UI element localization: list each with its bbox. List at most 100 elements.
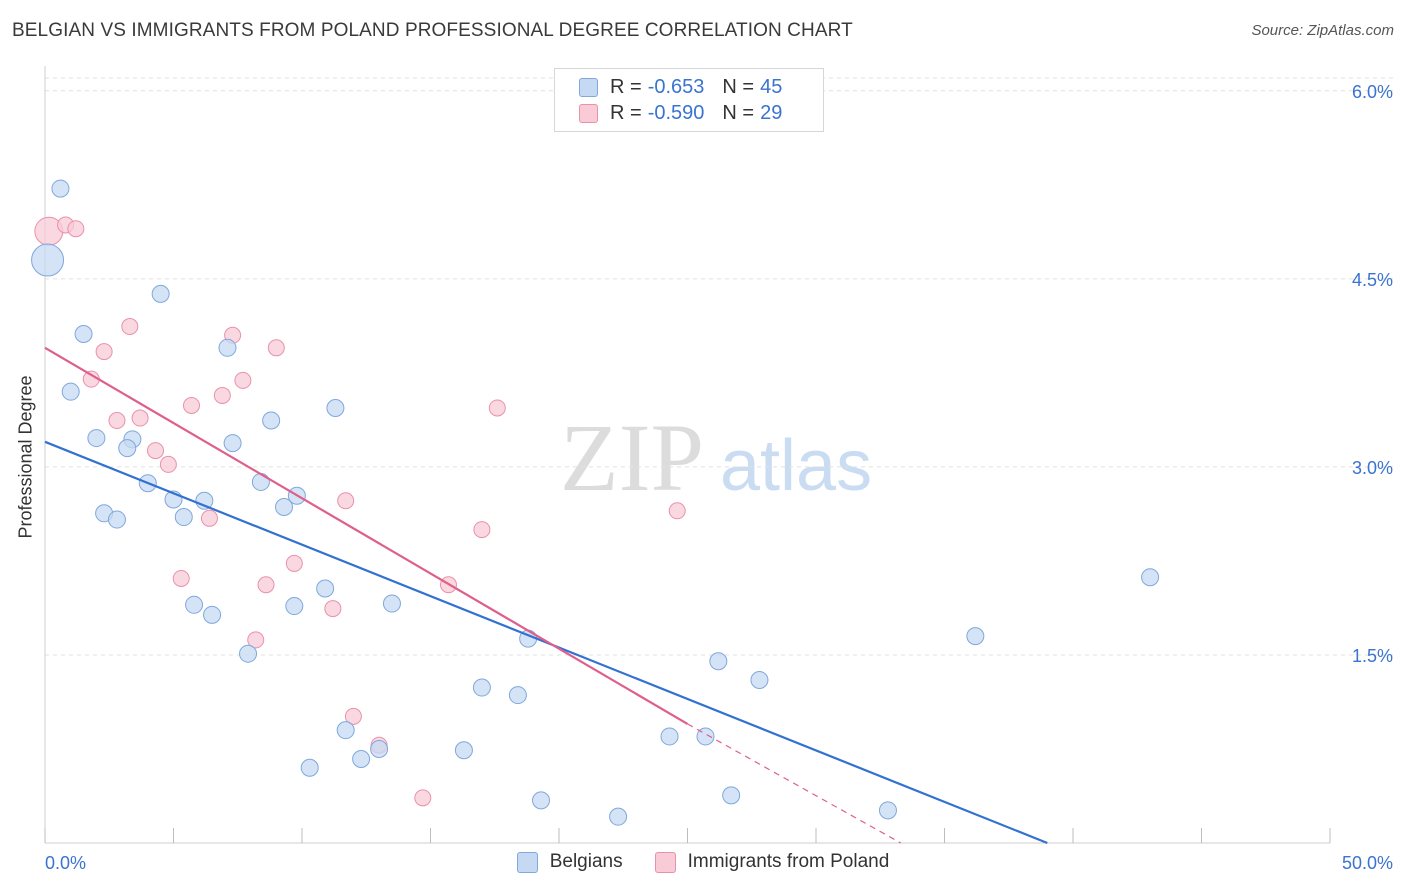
belgians-point <box>472 678 491 697</box>
series-legend: Belgians Immigrants from Poland <box>0 851 1406 873</box>
belgians-point <box>174 508 193 527</box>
belgians-point <box>87 429 106 448</box>
poland-point <box>668 502 686 520</box>
legend-row-poland: R = -0.590 N = 29 <box>579 100 782 126</box>
belgians-point <box>74 325 93 344</box>
poland-point <box>200 509 218 527</box>
legend-label-poland: Immigrants from Poland <box>687 851 890 872</box>
chart-title: BELGIAN VS IMMIGRANTS FROM POLAND PROFES… <box>12 20 853 41</box>
poland-point <box>344 707 362 725</box>
legend-n-value: 45 <box>760 75 783 98</box>
x-tick-label: 0.0% <box>45 853 86 873</box>
legend-r-value: -0.590 <box>647 101 705 124</box>
y-tick-label: 4.5% <box>1352 270 1393 290</box>
y-tick-labels: 1.5% 3.0% 4.5% 6.0% <box>1352 82 1393 666</box>
poland-point <box>257 576 275 594</box>
belgians-point <box>239 644 258 663</box>
poland-point <box>131 409 149 427</box>
belgians-point <box>336 721 355 740</box>
poland-point <box>285 554 303 572</box>
x-tick-label: 50.0% <box>1342 853 1393 873</box>
poland-point <box>108 412 126 430</box>
poland-point <box>324 600 342 618</box>
belgians-point <box>878 801 897 820</box>
trend-lines <box>44 346 1048 845</box>
poland-point <box>95 343 113 361</box>
belgians-point <box>218 338 237 357</box>
belgians-point <box>61 382 80 401</box>
poland-point <box>159 455 177 473</box>
belgians-point <box>1141 568 1160 587</box>
belgians-point <box>285 597 304 616</box>
x-tick-labels: 0.0% 50.0% <box>45 853 1393 873</box>
belgians-point <box>352 750 371 769</box>
legend-n-label: N = <box>722 101 755 124</box>
belgians-point <box>508 686 527 705</box>
belgians-point <box>223 434 242 453</box>
belgians-swatch <box>579 77 598 97</box>
belgians-point <box>203 605 222 624</box>
series-belgians <box>31 179 1160 826</box>
belgians-point <box>107 510 126 529</box>
legend-item-belgians: Belgians <box>516 851 623 873</box>
belgians-point <box>454 741 473 760</box>
belgians-point <box>722 786 741 805</box>
belgians-point <box>326 398 345 417</box>
belgians-legend-swatch <box>516 851 538 873</box>
y-tick-label: 6.0% <box>1352 82 1393 102</box>
legend-row-belgians: R = -0.653 N = 45 <box>579 74 782 100</box>
belgians-point <box>966 627 985 646</box>
y-tick-label: 3.0% <box>1352 458 1393 478</box>
belgians-point <box>300 758 319 777</box>
poland-point <box>337 492 355 510</box>
legend-r-label: R = <box>610 75 642 98</box>
belgians-point <box>262 411 281 430</box>
poland-point <box>267 339 285 357</box>
belgians-point <box>31 243 65 277</box>
y-tick-label: 1.5% <box>1352 646 1393 666</box>
legend-n-value: 29 <box>760 101 783 124</box>
legend-item-poland: Immigrants from Poland <box>654 851 890 873</box>
poland-trend-extension <box>687 723 902 844</box>
watermark-atlas: atlas <box>720 426 872 506</box>
belgians-point <box>151 284 170 303</box>
belgians-point <box>660 727 679 746</box>
gridlines <box>45 77 1395 656</box>
belgians-point <box>709 652 728 671</box>
legend-label-belgians: Belgians <box>549 851 623 872</box>
poland-point <box>488 399 506 417</box>
belgians-point <box>382 594 401 613</box>
poland-trend-line <box>44 346 689 725</box>
belgians-point <box>118 439 137 458</box>
belgians-point <box>185 595 204 614</box>
belgians-point <box>251 472 270 491</box>
poland-point <box>234 371 252 389</box>
axes <box>44 66 1331 844</box>
belgians-point <box>609 807 628 826</box>
poland-point <box>172 569 190 587</box>
belgians-point <box>275 498 294 517</box>
poland-swatch <box>579 103 598 123</box>
poland-point <box>121 317 139 335</box>
belgians-point <box>316 579 335 598</box>
poland-point <box>182 396 200 414</box>
correlation-legend: R = -0.653 N = 45 R = -0.590 N = 29 <box>554 68 824 132</box>
watermark: ZIP atlas <box>560 404 872 511</box>
poland-point <box>147 442 165 460</box>
legend-n-label: N = <box>722 75 755 98</box>
legend-r-value: -0.653 <box>647 75 705 98</box>
poland-legend-swatch <box>654 851 676 873</box>
poland-point <box>473 521 491 539</box>
legend-r-label: R = <box>610 101 642 124</box>
poland-point <box>247 631 265 649</box>
poland-point <box>414 789 432 807</box>
belgians-point <box>370 739 389 758</box>
belgians-point <box>51 179 70 198</box>
watermark-zip: ZIP <box>560 404 704 511</box>
source-label: Source: ZipAtlas.com <box>1251 22 1394 39</box>
poland-point <box>213 386 231 404</box>
series-immigrants-from-poland <box>34 216 686 807</box>
poland-point <box>67 220 85 238</box>
belgians-point <box>750 671 769 690</box>
